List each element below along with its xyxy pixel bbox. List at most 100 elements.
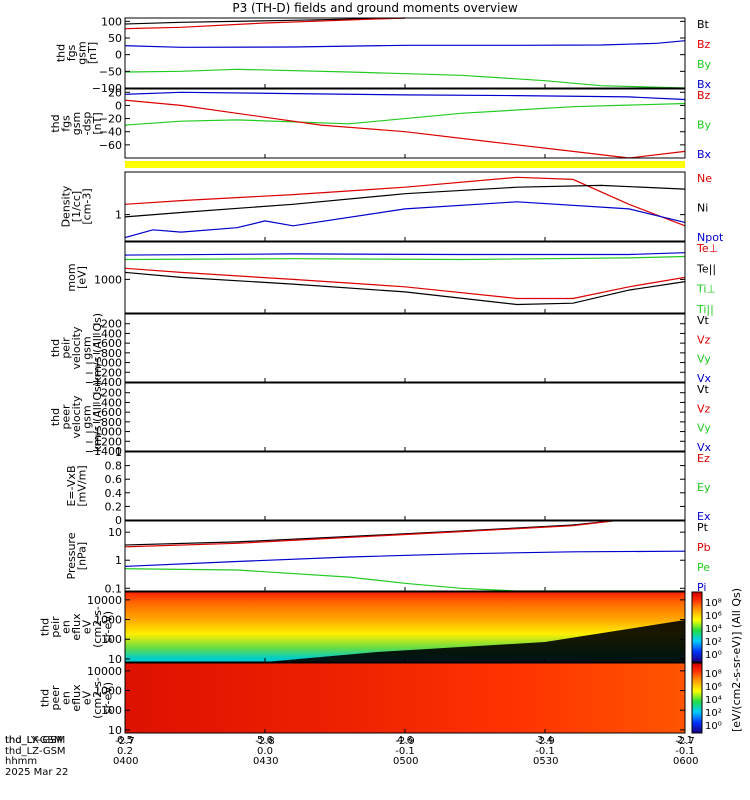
chart-title: P3 (TH-D) fields and ground moments over… bbox=[232, 1, 518, 15]
ytick-label-6-0: 1 bbox=[115, 446, 122, 459]
ylabel-8-6: sr-eV) bbox=[102, 611, 115, 643]
series-0-1 bbox=[124, 17, 406, 30]
ylabel-5-4: km/s (All Qs) bbox=[91, 382, 104, 452]
legend-3-0: Te⊥ bbox=[696, 242, 718, 255]
legend-7-2: Pe bbox=[697, 561, 710, 574]
legend-6-1: Ey bbox=[697, 481, 711, 494]
ytick-label-8-3: 10 bbox=[108, 653, 122, 666]
footer-row-label: hhmm bbox=[5, 756, 38, 767]
footer-row-value: 0400 bbox=[113, 756, 139, 767]
x-axis-footer: thd_LX-GSM thd_LY-GSM 6.5 5.6 4.6 3.4 2.1 thd_L… bbox=[5, 735, 745, 778]
ytick-label-4-1: −400 bbox=[92, 327, 122, 340]
ylabel-5-1: peer bbox=[60, 404, 73, 430]
panel-frame-6 bbox=[124, 451, 686, 521]
ylabel-5-3: gsm bbox=[81, 405, 94, 428]
footer-row-value: 0530 bbox=[533, 756, 559, 767]
footer-row-value: 0.0 bbox=[257, 745, 273, 757]
ytick-label-5-0: −200 bbox=[92, 387, 122, 400]
footer-row-3: hhmm 0400 0430 0500 0530 0600 bbox=[5, 756, 745, 768]
ytick-label-7-2: 0.1 bbox=[105, 582, 123, 595]
spectrogram-9 bbox=[125, 663, 685, 733]
ytick-label-5-1: −400 bbox=[92, 396, 122, 409]
ylabel-3-0: mom bbox=[65, 263, 78, 291]
legend-5-3: Vx bbox=[697, 441, 712, 454]
legend-3-2: Ti⊥ bbox=[696, 283, 716, 296]
panel-frame-0 bbox=[124, 17, 686, 89]
ylabel-7-0: Pressure bbox=[65, 532, 78, 579]
colorbar-tick-0-2: 10⁴ bbox=[705, 624, 722, 635]
ytick-label-0-3: −50 bbox=[99, 65, 122, 78]
colorbar-label: [eV/(cm2-s-sr-eV)] (All Qs) bbox=[730, 588, 743, 732]
legend-4-0: Vt bbox=[697, 314, 710, 327]
legend-7-3: Pi bbox=[697, 581, 706, 594]
ylabel-4-4: km/s (All Qs) bbox=[91, 313, 104, 383]
xtick-label-2: -2.9 bbox=[395, 736, 415, 747]
legend-4-1: Vz bbox=[697, 333, 711, 346]
ytick-label-9-2: 100 bbox=[101, 704, 122, 717]
colorbar-tick-1-1: 10⁶ bbox=[705, 682, 722, 693]
series-7-2 bbox=[124, 550, 686, 567]
ylabel-2-0: Density bbox=[60, 185, 73, 227]
ylabel-1-4: [nT] bbox=[91, 112, 104, 134]
colorbar-0 bbox=[691, 591, 703, 663]
ylabel-8-5: (cm2-s- bbox=[91, 606, 104, 648]
legend-5-0: Vt bbox=[697, 383, 710, 396]
ylabel-4-2: velocity bbox=[70, 326, 83, 369]
ylabel-0-2: gsm bbox=[75, 41, 88, 64]
ylabel-6-0: E=-VxB bbox=[65, 465, 78, 506]
footer-row-value: 0430 bbox=[253, 756, 279, 767]
legend-1-2: Bx bbox=[697, 148, 712, 161]
ytick-label-1-0: 20 bbox=[108, 86, 122, 99]
colorbar-tick-0-0: 10⁸ bbox=[705, 598, 722, 609]
series-1-2 bbox=[124, 99, 686, 159]
colorbar-tick-0-4: 10⁰ bbox=[705, 650, 722, 661]
ylabel-4-1: peir bbox=[60, 337, 73, 359]
ytick-label-0-0: 100 bbox=[101, 15, 122, 28]
series-2-0 bbox=[124, 176, 686, 227]
panel-frame-2 bbox=[124, 171, 686, 242]
panel-frame-3 bbox=[124, 241, 686, 314]
legend-2-2: Npot bbox=[697, 231, 724, 244]
xtick-label-1: -2.8 bbox=[255, 736, 275, 747]
ytick-label-0-4: −100 bbox=[92, 82, 122, 95]
legend-4-2: Vy bbox=[697, 353, 711, 366]
legend-1-0: Bz bbox=[697, 89, 711, 102]
ytick-label-5-3: −800 bbox=[92, 416, 122, 429]
ytick-label-0-2: 0 bbox=[115, 49, 122, 62]
ylabel-8-4: eV bbox=[81, 619, 94, 634]
ytick-label-1-3: −40 bbox=[99, 126, 122, 139]
footer-row-value: -0.1 bbox=[395, 745, 415, 757]
legend-2-0: Ne bbox=[697, 172, 712, 185]
series-3-2 bbox=[124, 267, 686, 300]
ytick-label-5-2: −600 bbox=[92, 406, 122, 419]
ylabel-5-2: velocity bbox=[70, 395, 83, 438]
ylabel-8-1: peir bbox=[49, 616, 62, 638]
ylabel-1-0: thd bbox=[49, 114, 62, 132]
footer-row-value: 4.6 bbox=[397, 735, 413, 746]
footer-date: 2025 Mar 22 bbox=[5, 766, 69, 778]
series-0-0 bbox=[124, 17, 406, 25]
ytick-label-0-1: 50 bbox=[108, 32, 122, 45]
legend-3-1: Te|| bbox=[696, 262, 716, 275]
ytick-label-4-4: −1000 bbox=[85, 357, 122, 370]
ytick-label-4-2: −600 bbox=[92, 337, 122, 350]
legend-5-2: Vy bbox=[697, 422, 711, 435]
colorbar-tick-1-3: 10² bbox=[705, 708, 722, 719]
series-0-3 bbox=[124, 40, 686, 48]
ytick-label-4-0: −200 bbox=[92, 318, 122, 331]
colorbar-tick-0-1: 10⁶ bbox=[705, 611, 722, 622]
footer-row-0: thd_LX-GSM bbox=[5, 735, 66, 746]
colorbar-tick-1-4: 10⁰ bbox=[705, 721, 722, 732]
panel-frame-4 bbox=[124, 313, 686, 383]
yellow-status-bar bbox=[125, 161, 685, 168]
ytick-label-8-1: 1000 bbox=[94, 614, 122, 627]
footer-row-value: 0.2 bbox=[117, 745, 133, 757]
ytick-label-9-0: 10000 bbox=[87, 665, 122, 678]
legend-6-2: Ex bbox=[697, 510, 711, 523]
ylabel-9-3: eflux bbox=[70, 684, 83, 712]
legend-7-1: Pb bbox=[697, 541, 711, 554]
ylabel-4-3: gsm bbox=[81, 336, 94, 359]
ylabel-2-2: [cm-3] bbox=[81, 188, 94, 224]
footer-row-label: thd_LY-GSM bbox=[5, 735, 63, 746]
